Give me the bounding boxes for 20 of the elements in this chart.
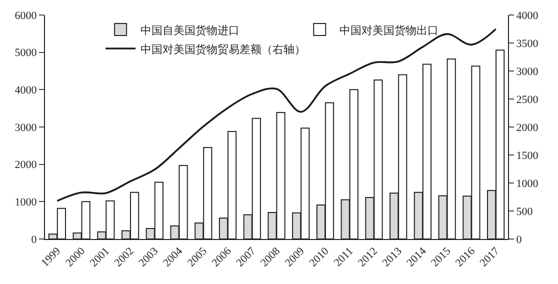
y2-tick-label: 500 — [516, 206, 534, 218]
legend-label: 中国对美国货物贸易差额（右轴） — [140, 42, 306, 56]
legend-label: 中国对美国货物出口 — [340, 24, 439, 37]
y-tick-label: 6000 — [14, 10, 38, 22]
y-tick-label: 1000 — [14, 196, 38, 209]
y-tick-label: 2000 — [14, 159, 38, 172]
y2-tick-label: 1000 — [516, 178, 539, 190]
y-tick-label: 0 — [31, 234, 38, 246]
y2-tick-label: 4000 — [516, 10, 539, 22]
y2-tick-label: 0 — [516, 234, 522, 246]
y-tick-label: 5000 — [14, 47, 38, 60]
y2-tick-label: 2500 — [516, 94, 539, 106]
y-tick-label: 4000 — [14, 84, 38, 97]
y-tick-label: 3000 — [14, 122, 38, 134]
y2-tick-label: 3500 — [516, 38, 539, 50]
x-tick-label: 2011 — [332, 245, 356, 269]
y2-tick-label: 1500 — [516, 150, 539, 162]
legend-label: 中国自美国货物进口 — [140, 24, 240, 37]
y2-tick-label: 3000 — [516, 66, 539, 78]
y2-tick-label: 2000 — [516, 122, 539, 134]
